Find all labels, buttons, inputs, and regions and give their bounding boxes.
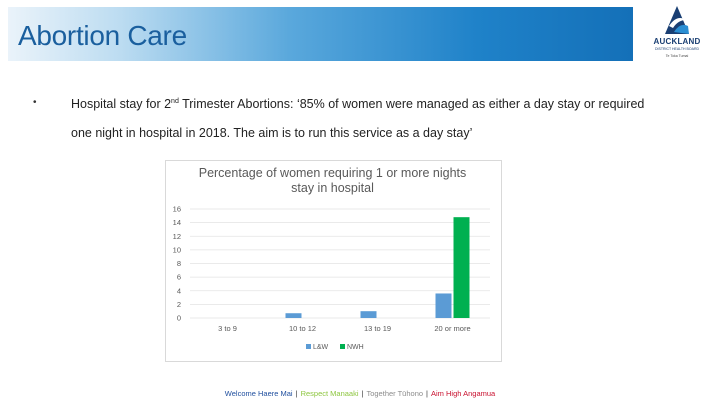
footer-values: Welcome Haere Mai | Respect Manaaki | Togeth… (0, 389, 720, 398)
chart-title-line-2: stay in hospital (291, 181, 374, 195)
chart-title-line-1: Percentage of women requiring 1 or more … (198, 166, 467, 180)
footer-value-together: Together Tūhono (366, 389, 424, 398)
footer-value-aim-high: Aim High Angamua (431, 389, 496, 398)
bullet-marker: • (33, 97, 37, 108)
footer-separator: | (295, 389, 298, 398)
footer-separator: | (426, 389, 428, 398)
logo-name: AUCKLAND (653, 37, 701, 46)
logo-icon (665, 6, 689, 34)
chart-title: Percentage of women requiring 1 or more … (176, 166, 489, 196)
chart-frame (165, 160, 502, 362)
bullet-text-superscript: nd (171, 97, 179, 105)
logo-subtitle: DISTRICT HEALTH BOARD (654, 47, 699, 51)
footer-value-welcome: Welcome Haere Mai (224, 389, 293, 398)
slide-title: Abortion Care (18, 20, 187, 51)
bullet-text-part-1: Hospital stay for 2 (71, 97, 172, 111)
footer-value-respect: Respect Manaaki (300, 389, 359, 398)
bullet-text-part-2: Trimester Abortions: ‘85% of women were … (71, 97, 645, 140)
auckland-dhb-logo: AUCKLAND DISTRICT HEALTH BOARD Te Toka T… (646, 4, 708, 64)
bullet-text: Hospital stay for 2nd Trimester Abortion… (71, 90, 651, 148)
header-band (8, 7, 633, 61)
footer-separator: | (361, 389, 364, 398)
logo-tagline: Te Toka Tumai (665, 54, 689, 58)
